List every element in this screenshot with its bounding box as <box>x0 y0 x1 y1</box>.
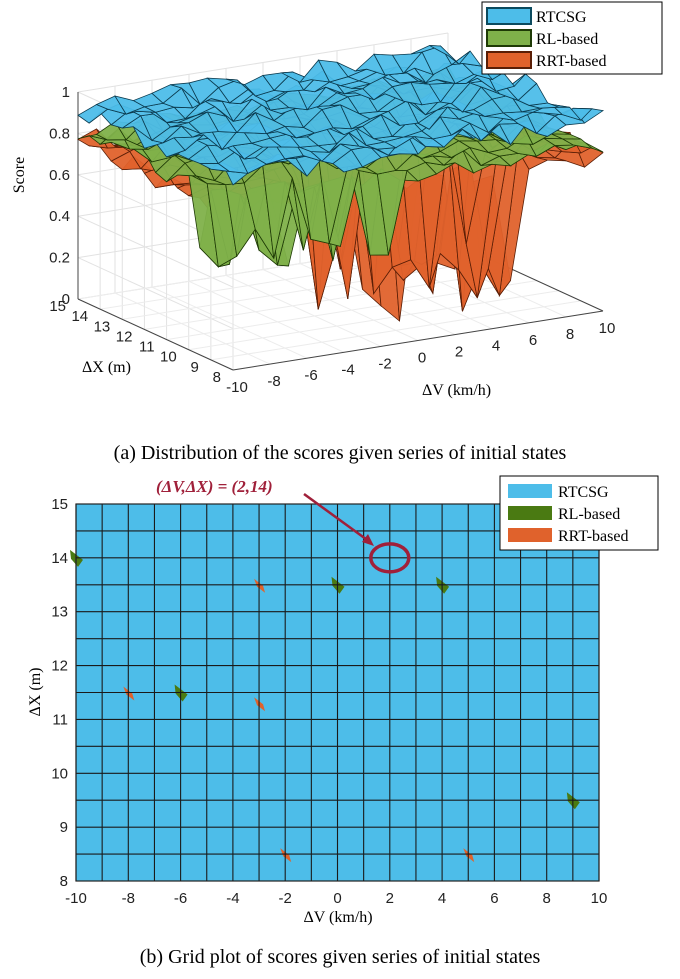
legend-label-rl: RL-based <box>536 31 598 48</box>
y-tick-label: 14 <box>71 308 88 325</box>
grid-y-tick-label: 10 <box>51 765 68 782</box>
y-tick-label: 13 <box>94 318 111 335</box>
grid-x-tick-label: 2 <box>386 890 394 907</box>
x-tick-label: 2 <box>455 344 463 361</box>
grid-x-tick-label: 8 <box>543 890 551 907</box>
surface-plot: 00.20.40.60.81-10 -8 -6 -4 -2 0 2 4 6 8 1089101112… <box>11 1 663 399</box>
caption-a: (a) Distribution of the scores given ser… <box>113 442 567 464</box>
legend-label-rrt: RRT-based <box>558 528 628 545</box>
x-tick-label: -4 <box>341 361 354 378</box>
x-tick-label: -10 <box>226 379 248 396</box>
y-tick-label: 11 <box>139 339 155 356</box>
grid-y-tick-label: 8 <box>60 873 68 890</box>
grid-y-tick-label: 15 <box>51 496 68 513</box>
grid-x-tick-label: 6 <box>490 890 498 907</box>
grid-y-tick-label: 11 <box>52 711 68 728</box>
z-tick-label: 0 <box>62 291 70 308</box>
surface-layers <box>77 45 605 322</box>
arrow-head <box>362 534 374 546</box>
grid-lines <box>75 503 600 882</box>
grid-x-tick-label: -6 <box>174 890 187 907</box>
legend: RTCSG RL-based RRT-based <box>481 1 663 75</box>
grid-x-tick-label: -2 <box>279 890 292 907</box>
x-tick-label: -8 <box>267 373 280 390</box>
z-tick-label: 0.8 <box>49 125 70 142</box>
x-tick-label: 0 <box>418 350 426 367</box>
legend-label-rrt: RRT-based <box>536 53 606 70</box>
legend-label-rtcsg: RTCSG <box>558 484 609 501</box>
grid-y-tick-label: 14 <box>51 550 68 567</box>
legend-swatch-rtcsg <box>486 7 532 25</box>
legend-label-rl: RL-based <box>558 506 620 523</box>
grid-y-tick-label: 12 <box>51 658 68 675</box>
legend-swatch-rtcsg <box>508 484 552 498</box>
y-tick-label: 15 <box>49 298 66 315</box>
legend-swatch-rl <box>508 506 552 520</box>
y-tick-label: 12 <box>116 328 133 345</box>
y-axis-label: ΔX (m) <box>82 359 131 376</box>
grid-x-tick-label: 10 <box>591 890 608 907</box>
highlight-circle <box>369 542 411 574</box>
legend: RTCSG RL-based RRT-based <box>499 475 659 551</box>
legend-swatch-rrt <box>508 528 552 542</box>
x-tick-label: -6 <box>304 367 317 384</box>
highlight-annotation: (ΔV,ΔX) = (2,14) <box>156 477 411 574</box>
grid-y-axis-label: ΔX (m) <box>27 668 44 717</box>
legend-swatch-rrt <box>486 51 532 69</box>
grid-x-tick-label: -4 <box>226 890 239 907</box>
z-axis-label: Score <box>11 157 28 193</box>
grid-x-tick-label: 0 <box>333 890 341 907</box>
legend-label-rtcsg: RTCSG <box>536 9 587 26</box>
grid-x-tick-label: -8 <box>122 890 135 907</box>
y-tick-label: 8 <box>213 369 221 386</box>
x-tick-label: -2 <box>378 355 391 372</box>
grid-y-tick-label: 9 <box>60 819 68 836</box>
z-tick-label: 1 <box>62 84 70 101</box>
x-axis-label: ΔV (km/h) <box>422 382 491 399</box>
z-tick-label: 0.4 <box>49 208 70 225</box>
grid-x-tick-label: 4 <box>438 890 446 907</box>
annotation-arrow <box>303 492 371 544</box>
x-tick-label: 4 <box>492 338 500 355</box>
z-tick-label: 0.6 <box>49 167 70 184</box>
surface-plot-ticks: 00.20.40.60.81-10 -8 -6 -4 -2 0 2 4 6 8 1089101112… <box>49 84 615 396</box>
grid-x-axis-label: ΔV (km/h) <box>303 909 372 926</box>
z-tick-label: 0.2 <box>49 250 70 267</box>
grid-x-tick-label: -10 <box>65 890 87 907</box>
grid-plot-ticks: -10 -8 -6 -4 -2 0 2 4 6 8 10 8 9 10 11 12 13 14 15 <box>51 496 607 907</box>
rtcsg-surface-facet <box>429 45 460 65</box>
rtcsg-surface <box>77 45 605 186</box>
x-tick-label: 10 <box>599 320 616 337</box>
y-tick-label: 10 <box>160 349 177 366</box>
legend-swatch-rl <box>486 29 532 47</box>
x-tick-label: 8 <box>566 326 574 343</box>
x-tick-label: 6 <box>529 332 537 349</box>
caption-b: (b) Grid plot of scores given series of … <box>139 946 541 968</box>
annotation-label: (ΔV,ΔX) = (2,14) <box>156 477 273 496</box>
grid-y-tick-label: 13 <box>51 604 68 621</box>
y-tick-label: 9 <box>191 359 199 376</box>
